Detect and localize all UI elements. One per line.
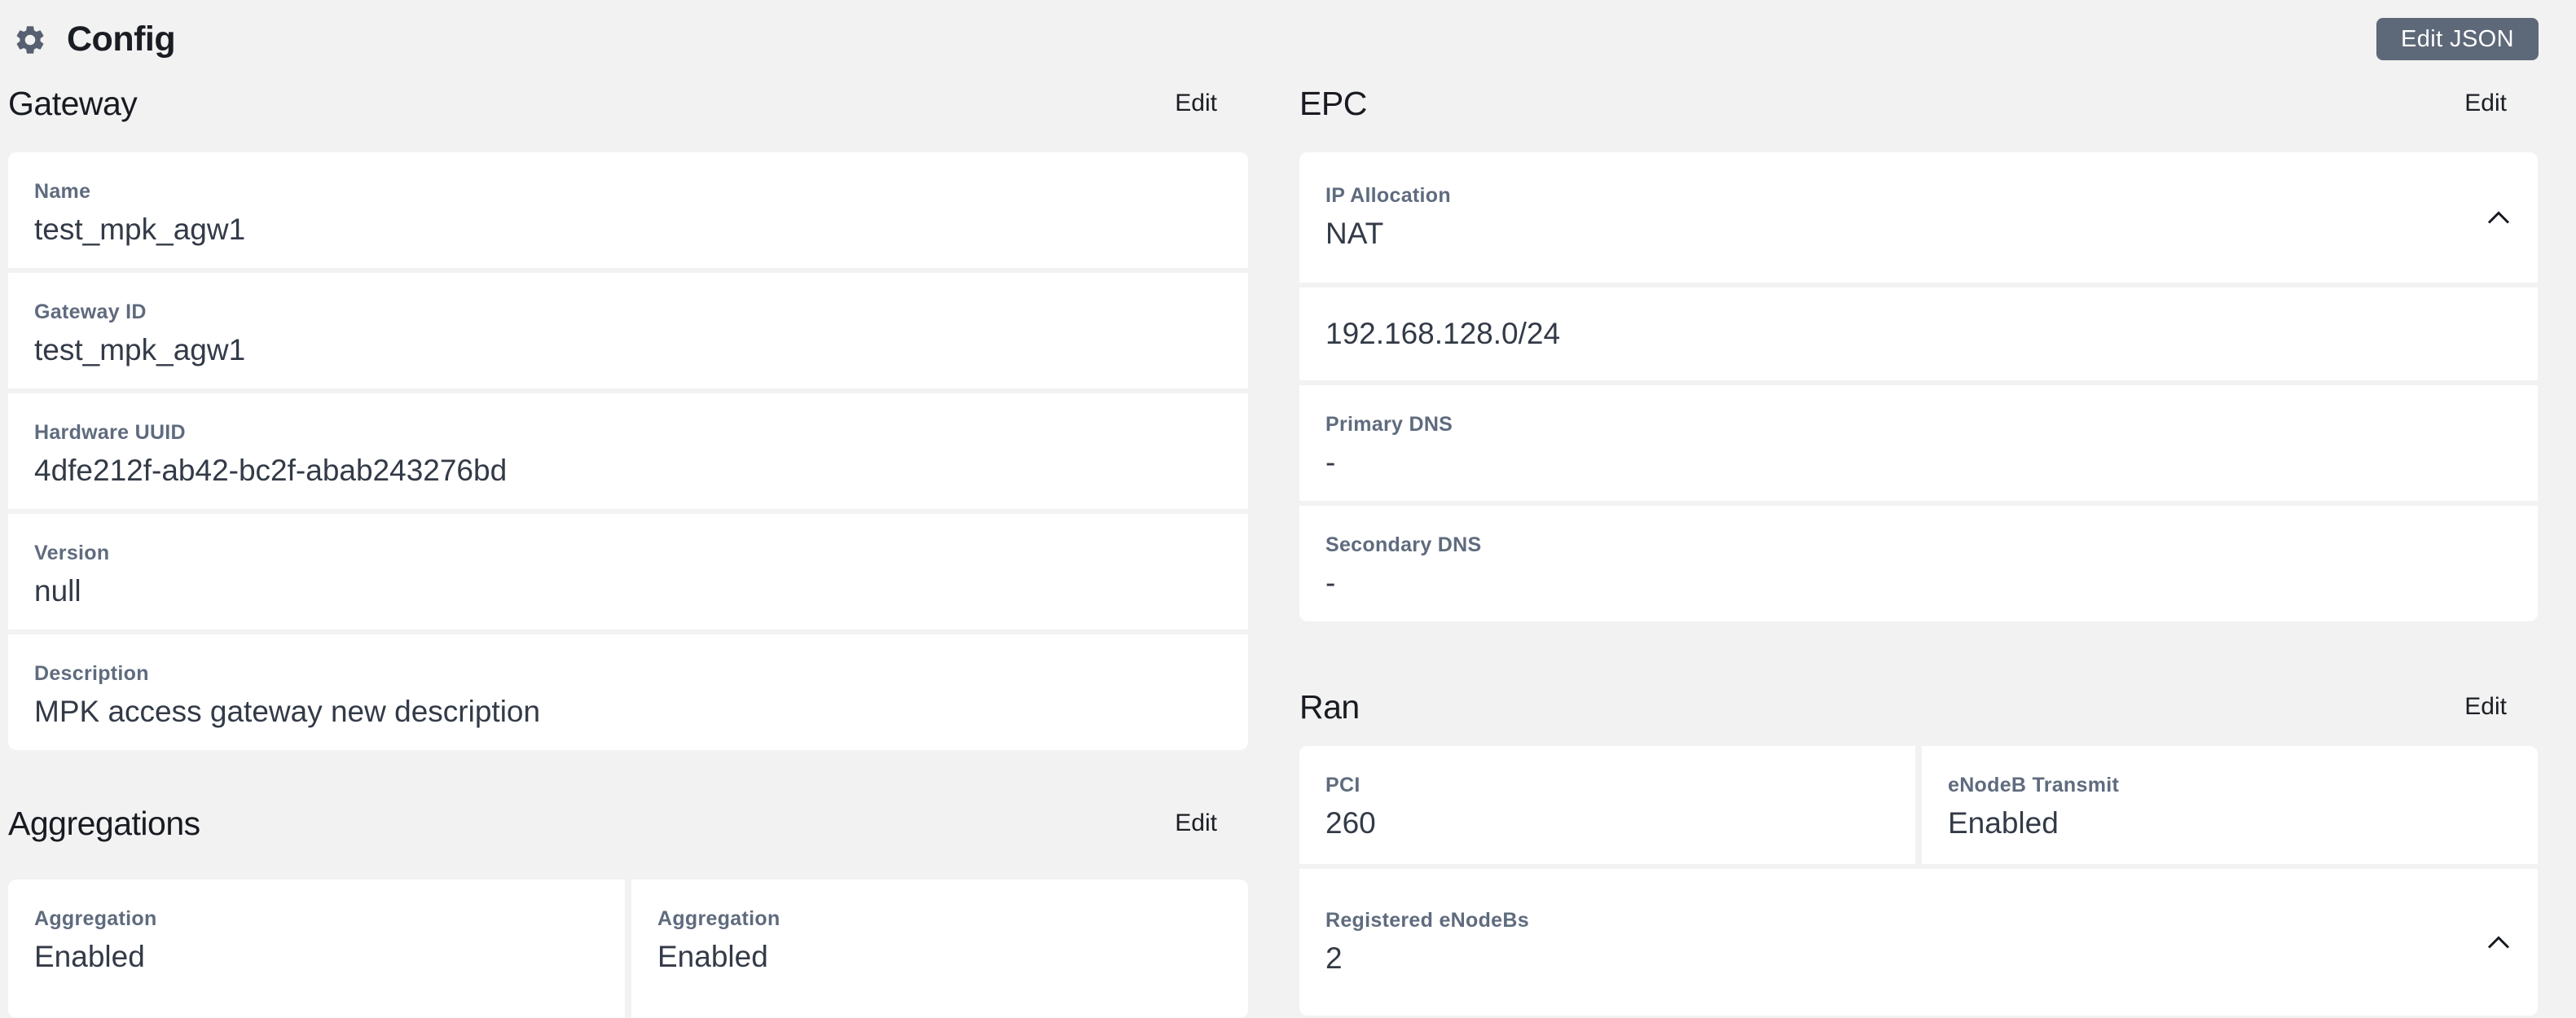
ran-card: PCI 260 eNodeB Transmit Enabled Register… <box>1299 746 2538 1016</box>
ran-top-row: PCI 260 eNodeB Transmit Enabled <box>1299 746 2538 864</box>
field-label: Hardware UUID <box>34 421 186 444</box>
field-value: 192.168.128.0/24 <box>1325 317 1561 350</box>
gateway-section-title: Gateway <box>8 84 138 122</box>
registered-enodebs-field: Registered eNodeBs 2 <box>1325 908 1529 977</box>
aggregations-section-title: Aggregations <box>8 804 200 842</box>
aggregation-cell: Aggregation Enabled <box>631 880 1248 1018</box>
version-row: Version null <box>8 514 1248 630</box>
field-value: - <box>1325 566 1336 599</box>
field-value: 2 <box>1325 941 1343 975</box>
field-label: eNodeB Transmit <box>1948 774 2120 796</box>
enodeb-transmit-cell: eNodeB Transmit Enabled <box>1922 746 2538 864</box>
field-label: Aggregation <box>34 907 157 930</box>
ip-subnet-row: 192.168.128.0/24 <box>1299 287 2538 380</box>
epc-section-header: EPC Edit <box>1299 83 2538 124</box>
primary-dns-row: Primary DNS - <box>1299 385 2538 501</box>
field-value: MPK access gateway new description <box>34 695 541 728</box>
field-label: Registered eNodeBs <box>1325 908 1529 932</box>
aggregation-row: Aggregation Enabled Aggregation Enabled <box>8 880 1248 1018</box>
secondary-dns-row: Secondary DNS - <box>1299 506 2538 621</box>
epc-section-title: EPC <box>1299 84 1367 122</box>
chevron-up-icon[interactable] <box>2486 935 2512 950</box>
field-value: Enabled <box>34 940 145 973</box>
gateway-section-header: Gateway Edit <box>8 83 1248 124</box>
aggregation-cell: Aggregation Enabled <box>8 880 625 1018</box>
field-label: PCI <box>1325 774 1361 796</box>
ran-section-title: Ran <box>1299 687 1360 726</box>
registered-enodebs-row: Registered eNodeBs 2 <box>1299 869 2538 1016</box>
description-row: Description MPK access gateway new descr… <box>8 634 1248 750</box>
field-value: - <box>1325 445 1336 479</box>
aggregations-section-header: Aggregations Edit <box>8 803 1248 844</box>
field-value: null <box>34 574 81 608</box>
aggregations-card: Aggregation Enabled Aggregation Enabled <box>8 880 1248 1018</box>
gateway-edit-button[interactable]: Edit <box>1175 90 1217 116</box>
field-value: Enabled <box>657 940 768 973</box>
ran-section-header: Ran Edit <box>1299 687 2538 727</box>
field-value: test_mpk_agw1 <box>34 333 246 366</box>
epc-edit-button[interactable]: Edit <box>2464 90 2507 116</box>
ip-allocation-field: IP Allocation NAT <box>1325 183 1451 252</box>
field-value: 260 <box>1325 806 1376 840</box>
field-label: IP Allocation <box>1325 183 1451 207</box>
gateway-card: Name test_mpk_agw1 Gateway ID test_mpk_a… <box>8 152 1248 750</box>
ran-edit-button[interactable]: Edit <box>2464 693 2507 720</box>
aggregations-edit-button[interactable]: Edit <box>1175 810 1217 836</box>
epc-card: IP Allocation NAT 192.168.128.0/24 Prima… <box>1299 152 2538 621</box>
field-value: Enabled <box>1948 806 2059 840</box>
topbar: Config <box>13 20 176 59</box>
field-label: Secondary DNS <box>1325 533 1482 556</box>
chevron-up-icon[interactable] <box>2486 210 2512 226</box>
gateway-name-row: Name test_mpk_agw1 <box>8 152 1248 268</box>
field-value: test_mpk_agw1 <box>34 213 246 246</box>
field-value: NAT <box>1325 216 1384 250</box>
pci-cell: PCI 260 <box>1299 746 1915 864</box>
field-label: Name <box>34 180 91 203</box>
ip-allocation-row: IP Allocation NAT <box>1299 152 2538 283</box>
field-value: 4dfe212f-ab42-bc2f-abab243276bd <box>34 454 508 487</box>
field-label: Aggregation <box>657 907 780 930</box>
right-column: EPC Edit IP Allocation NAT 192.168.128.0… <box>1299 0 2538 1016</box>
left-column: Gateway Edit Name test_mpk_agw1 Gateway … <box>8 0 1248 1018</box>
page-title: Config <box>67 20 176 59</box>
field-label: Version <box>34 542 110 564</box>
gear-icon <box>16 25 44 54</box>
edit-json-button[interactable]: Edit JSON <box>2376 18 2539 60</box>
field-label: Primary DNS <box>1325 413 1453 436</box>
field-label: Gateway ID <box>34 301 147 323</box>
hardware-uuid-row: Hardware UUID 4dfe212f-ab42-bc2f-abab243… <box>8 393 1248 509</box>
field-label: Description <box>34 662 149 685</box>
gateway-id-row: Gateway ID test_mpk_agw1 <box>8 273 1248 388</box>
